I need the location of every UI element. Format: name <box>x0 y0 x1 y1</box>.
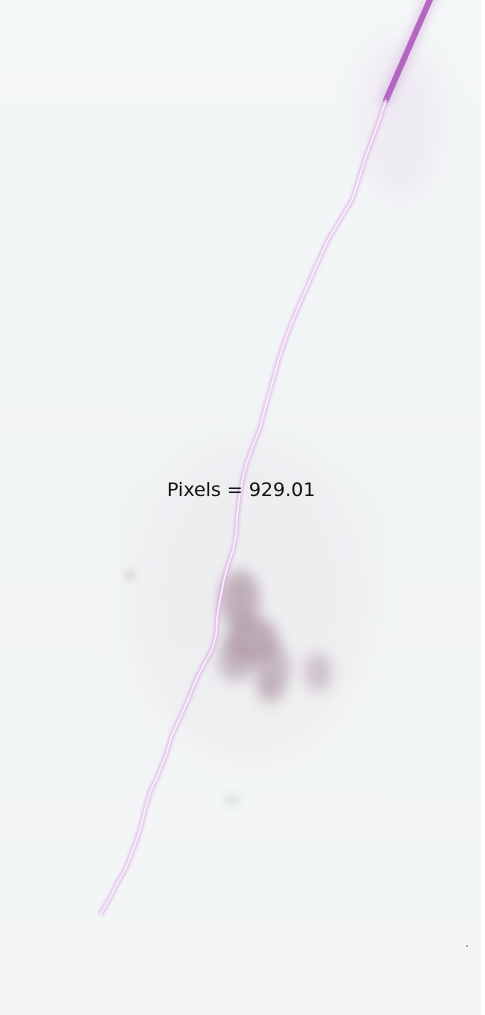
speck <box>466 945 468 947</box>
stained-fiber <box>379 0 438 107</box>
right-edge-strip <box>481 0 485 1015</box>
measurement-label: Pixels = 929.01 <box>167 479 316 501</box>
measurement-trace <box>98 99 388 917</box>
tissue-cluster <box>125 570 332 806</box>
